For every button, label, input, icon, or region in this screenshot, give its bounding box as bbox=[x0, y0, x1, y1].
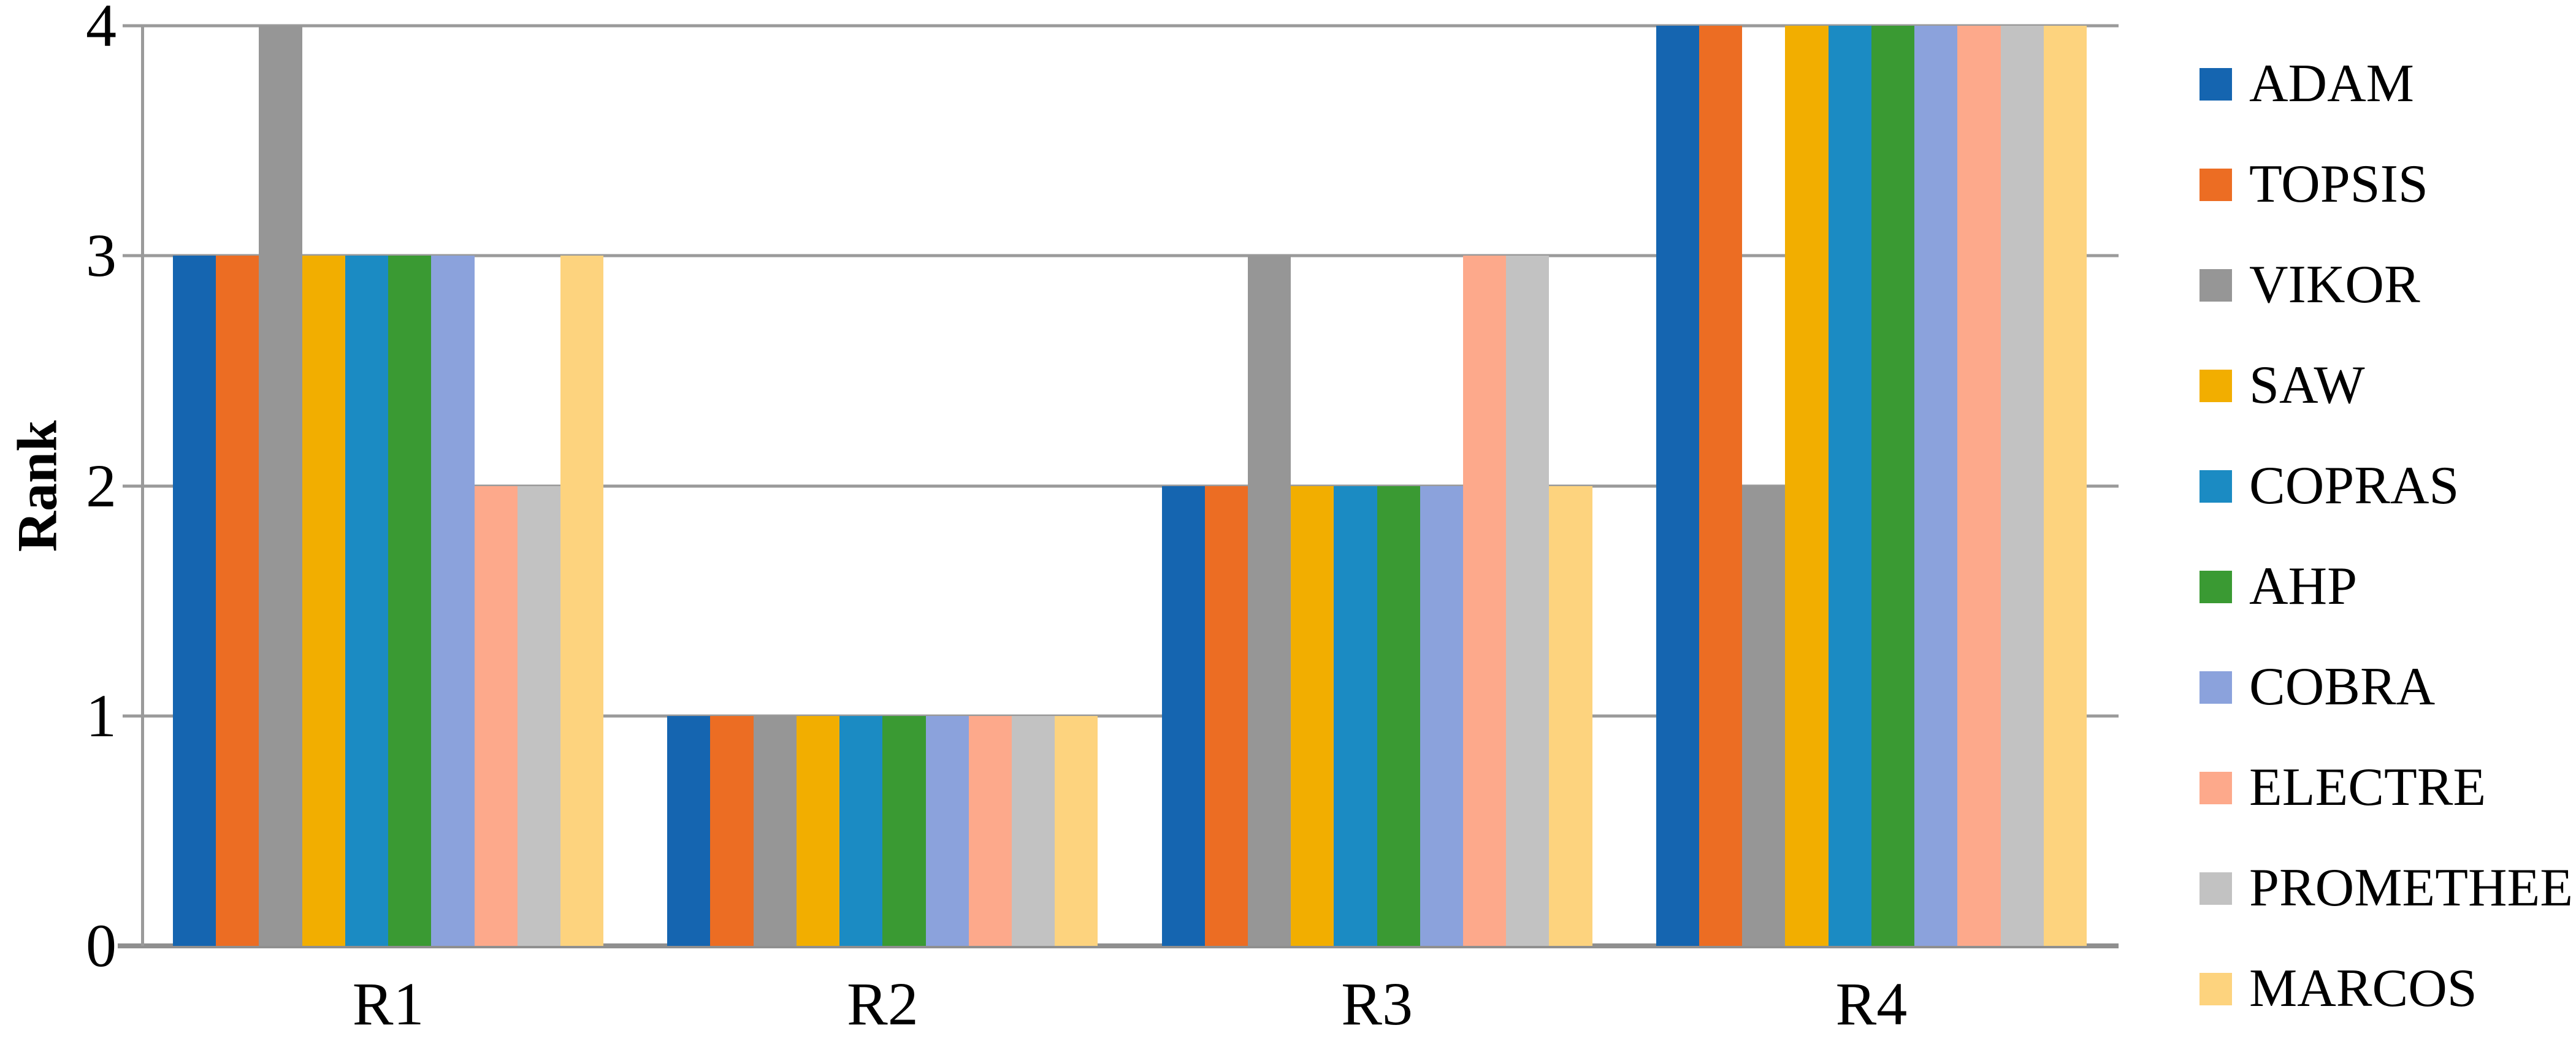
legend-item-promethee: PROMETHEE bbox=[2200, 838, 2573, 939]
legend-label-copras: COPRAS bbox=[2249, 456, 2459, 516]
legend-item-electre: ELECTRE bbox=[2200, 737, 2573, 838]
bar-cobra-r3 bbox=[1420, 486, 1464, 946]
bar-electre-r1 bbox=[474, 486, 518, 946]
bar-group-r2 bbox=[635, 26, 1129, 946]
legend-item-ahp: AHP bbox=[2200, 536, 2573, 637]
bar-topsis-r2 bbox=[710, 715, 754, 946]
y-tick-label-0: 0 bbox=[86, 912, 117, 980]
x-tick-label-r4: R4 bbox=[1835, 970, 1908, 1038]
bar-marcos-r4 bbox=[2043, 26, 2087, 946]
bar-electre-r4 bbox=[1957, 26, 2001, 946]
bar-topsis-r1 bbox=[216, 256, 259, 946]
legend-swatch-marcos bbox=[2200, 972, 2232, 1005]
y-tick-label-4: 4 bbox=[86, 0, 117, 59]
bar-group-r3 bbox=[1130, 26, 1624, 946]
legend-item-adam: ADAM bbox=[2200, 34, 2573, 134]
x-axis-baseline bbox=[118, 943, 2119, 948]
bar-promethee-r4 bbox=[2000, 26, 2044, 946]
legend-swatch-topsis bbox=[2200, 168, 2232, 201]
legend-label-electre: ELECTRE bbox=[2249, 758, 2486, 817]
bar-saw-r2 bbox=[796, 715, 840, 946]
legend-label-promethee: PROMETHEE bbox=[2249, 858, 2573, 918]
bar-topsis-r4 bbox=[1699, 26, 1743, 946]
legend-item-copras: COPRAS bbox=[2200, 436, 2573, 536]
legend-label-vikor: VIKOR bbox=[2249, 255, 2420, 314]
bar-adam-r2 bbox=[667, 715, 711, 946]
x-tick-label-r1: R1 bbox=[352, 970, 424, 1038]
y-tick-label-1: 1 bbox=[86, 681, 117, 750]
legend-label-adam: ADAM bbox=[2249, 54, 2414, 113]
legend-swatch-saw bbox=[2200, 369, 2232, 402]
legend-item-vikor: VIKOR bbox=[2200, 235, 2573, 335]
bar-electre-r3 bbox=[1463, 256, 1507, 946]
bar-ahp-r1 bbox=[388, 256, 432, 946]
bar-copras-r3 bbox=[1334, 486, 1377, 946]
legend-label-cobra: COBRA bbox=[2249, 657, 2436, 717]
bar-electre-r2 bbox=[968, 715, 1012, 946]
bar-adam-r3 bbox=[1161, 486, 1205, 946]
legend-label-topsis: TOPSIS bbox=[2249, 154, 2428, 214]
bar-vikor-r3 bbox=[1247, 256, 1291, 946]
y-tick-label-3: 3 bbox=[86, 221, 117, 290]
bar-promethee-r2 bbox=[1012, 715, 1055, 946]
legend-swatch-vikor bbox=[2200, 269, 2232, 302]
bar-adam-r1 bbox=[173, 256, 216, 946]
legend-label-saw: SAW bbox=[2249, 356, 2365, 415]
legend-swatch-electre bbox=[2200, 771, 2232, 804]
bar-marcos-r3 bbox=[1549, 486, 1592, 946]
gridline-y-4 bbox=[123, 24, 2119, 28]
bar-group-r1 bbox=[141, 26, 635, 946]
x-tick-label-r2: R2 bbox=[847, 970, 919, 1038]
bar-group-r4 bbox=[1624, 26, 2119, 946]
legend-swatch-ahp bbox=[2200, 570, 2232, 603]
legend-label-marcos: MARCOS bbox=[2249, 959, 2477, 1018]
bar-vikor-r2 bbox=[753, 715, 797, 946]
x-tick-label-r3: R3 bbox=[1341, 970, 1413, 1038]
bar-copras-r1 bbox=[345, 256, 389, 946]
legend-swatch-copras bbox=[2200, 470, 2232, 503]
x-tick-labels: R1 R2 R3 R4 bbox=[141, 967, 2119, 1047]
gridline-y-3 bbox=[123, 254, 2119, 257]
plot-area bbox=[118, 24, 2119, 948]
bar-copras-r4 bbox=[1828, 26, 1871, 946]
bar-promethee-r1 bbox=[517, 486, 560, 946]
legend-item-topsis: TOPSIS bbox=[2200, 134, 2573, 235]
bar-adam-r4 bbox=[1656, 26, 1699, 946]
bar-saw-r3 bbox=[1291, 486, 1334, 946]
gridline-y-1 bbox=[123, 714, 2119, 718]
bar-marcos-r1 bbox=[560, 256, 604, 946]
bar-marcos-r2 bbox=[1055, 715, 1098, 946]
legend: ADAM TOPSIS VIKOR SAW COPRAS AHP COBRA ELECTRE P… bbox=[2200, 34, 2573, 1039]
bar-cobra-r1 bbox=[431, 256, 475, 946]
bar-vikor-r1 bbox=[259, 26, 302, 946]
bar-topsis-r3 bbox=[1204, 486, 1248, 946]
legend-item-cobra: COBRA bbox=[2200, 637, 2573, 737]
bar-promethee-r3 bbox=[1506, 256, 1550, 946]
y-axis-line bbox=[141, 26, 144, 946]
bar-copras-r2 bbox=[839, 715, 883, 946]
legend-swatch-adam bbox=[2200, 67, 2232, 101]
bar-vikor-r4 bbox=[1742, 486, 1786, 946]
bar-saw-r1 bbox=[302, 256, 345, 946]
y-tick-labels: 0 1 2 3 4 bbox=[0, 0, 117, 977]
bar-ahp-r2 bbox=[882, 715, 926, 946]
bar-ahp-r4 bbox=[1871, 26, 1915, 946]
legend-item-marcos: MARCOS bbox=[2200, 939, 2573, 1039]
gridline-y-2 bbox=[123, 484, 2119, 487]
y-tick-label-2: 2 bbox=[86, 451, 117, 520]
legend-item-saw: SAW bbox=[2200, 335, 2573, 436]
legend-swatch-promethee bbox=[2200, 872, 2232, 905]
legend-swatch-cobra bbox=[2200, 671, 2232, 704]
legend-label-ahp: AHP bbox=[2249, 557, 2358, 616]
bar-saw-r4 bbox=[1785, 26, 1829, 946]
bar-cobra-r2 bbox=[925, 715, 969, 946]
bar-ahp-r3 bbox=[1377, 486, 1420, 946]
bar-cobra-r4 bbox=[1914, 26, 1958, 946]
